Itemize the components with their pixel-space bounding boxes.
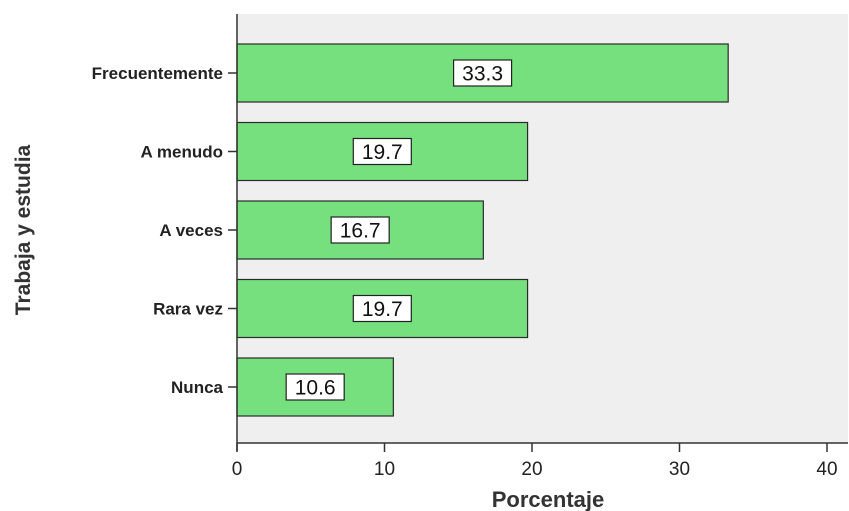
category-label-a-menudo: A menudo <box>141 143 223 162</box>
category-label-frecuentemente: Frecuentemente <box>92 64 223 83</box>
y-axis-title: Trabaja y estudia <box>12 144 35 315</box>
data-label-frecuentemente: 33.3 <box>462 63 503 86</box>
x-tick-label: 10 <box>374 459 395 480</box>
category-label-nunca: Nunca <box>171 378 224 397</box>
data-label-box <box>285 373 345 401</box>
x-axis-title: Porcentaje <box>492 487 605 511</box>
data-label-box <box>330 216 390 244</box>
data-label-rara-vez: 19.7 <box>362 298 403 321</box>
x-tick-label: 30 <box>669 459 690 480</box>
x-tick-label: 20 <box>521 459 542 480</box>
data-label-box <box>452 59 513 87</box>
category-label-a-veces: A veces <box>159 221 223 240</box>
data-label-box <box>352 294 412 323</box>
x-tick-label: 40 <box>816 459 837 480</box>
data-label-box <box>352 137 412 166</box>
axes <box>228 14 848 452</box>
x-tick-label: 0 <box>232 459 243 480</box>
category-label-rara-vez: Rara vez <box>153 300 223 319</box>
data-label-a-menudo: 19.7 <box>362 141 403 164</box>
labels: Frecuentemente 33.3 A menudo 19.7 A veces 16.… <box>92 59 838 480</box>
data-label-a-veces: 16.7 <box>340 220 381 243</box>
data-label-nunca: 10.6 <box>295 377 336 400</box>
